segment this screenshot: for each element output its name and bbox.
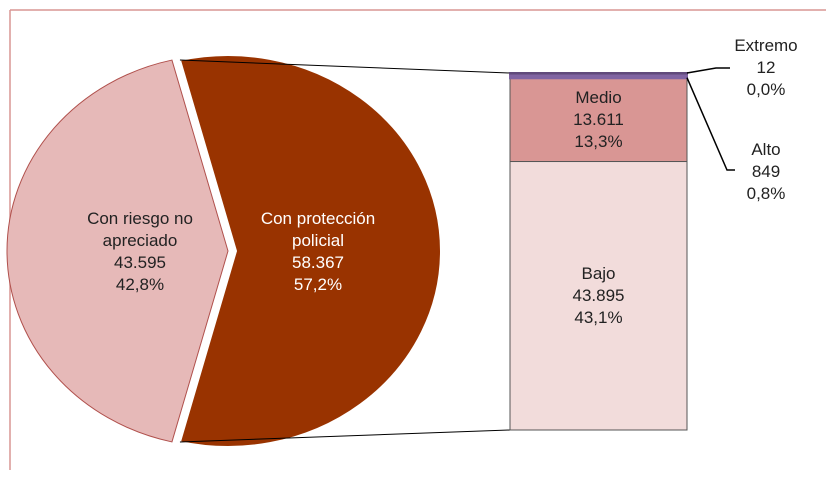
data-label: Con riesgo no apreciado 43.595 42,8% [65,208,215,296]
label-line: Con riesgo no apreciado [87,209,193,250]
label-line: 0,8% [746,184,786,203]
label-line: Bajo [581,263,616,283]
label-line: 13.611 [573,109,624,129]
leader-line [686,67,730,74]
label-line: Con protección policial [260,209,376,250]
data-label: Medio 13.611 13,3% [524,87,674,153]
label-line: 43.595 [114,253,166,272]
data-label: Bajo 43.895 43,1% [524,263,674,329]
connector [179,59,511,74]
label-line: 12 [756,58,776,77]
label-line: Medio [575,87,622,107]
label-line: 13,3% [574,131,623,151]
label-line: 43,1% [574,307,623,327]
label-line: 42,8% [115,275,165,294]
label-line: Extremo [734,36,798,55]
label-line: 43.895 [572,285,625,305]
label-line: 0,0% [746,80,786,99]
label-line: Alto [751,140,781,159]
data-label: Alto 849 0,8% [716,139,816,205]
pie-slice [6,59,229,443]
data-label: Extremo 12 0,0% [716,35,816,101]
label-line: 849 [751,162,781,181]
connector [179,429,511,443]
bar-segment [509,161,688,431]
data-label: Con protección policial 58.367 57,2% [248,208,388,296]
bar-segment [509,72,688,75]
leader-line [686,77,735,171]
label-line: 57,2% [293,275,343,294]
label-line: 58.367 [292,253,344,272]
